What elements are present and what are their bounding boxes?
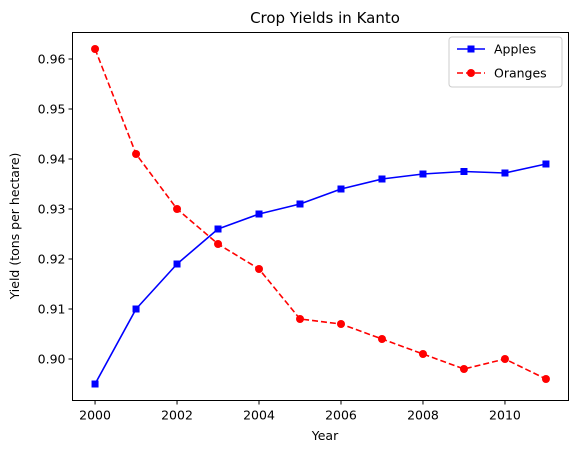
data-point-oranges: [132, 150, 141, 158]
y-tick-label: 0.91: [38, 302, 66, 317]
data-point-apples: [501, 169, 509, 177]
x-tick-label: 2002: [161, 408, 193, 423]
data-point-apples: [255, 210, 263, 218]
data-point-oranges: [214, 240, 223, 248]
data-point-oranges: [173, 205, 182, 213]
y-tick-label: 0.93: [38, 202, 66, 217]
data-point-apples: [132, 305, 140, 313]
legend-label-apples: Apples: [494, 42, 536, 57]
plot-frame: [72, 32, 569, 401]
data-point-oranges: [296, 315, 305, 323]
y-tick-label: 0.95: [38, 102, 66, 117]
x-tick-label: 2004: [243, 408, 275, 423]
legend-marker-oranges: [467, 69, 475, 77]
legend-label-oranges: Oranges: [494, 66, 547, 81]
data-point-oranges: [255, 265, 264, 273]
series-line-oranges: [94, 48, 547, 380]
data-point-apples: [337, 185, 345, 193]
data-point-oranges: [377, 335, 386, 343]
data-point-oranges: [500, 355, 509, 363]
y-axis-label: Yield (tons per hectare): [7, 153, 22, 301]
legend-marker-apples: [467, 45, 475, 53]
plot-area: 2000 2002 2004 2006 2008 2010 0.90 0.91 0.92 0.93…: [38, 45, 550, 423]
chart-title: Crop Yields in Kanto: [250, 9, 400, 27]
data-point-oranges: [459, 365, 468, 373]
x-tick-label: 2000: [79, 408, 111, 423]
data-point-apples: [542, 160, 550, 168]
y-tick-label: 0.94: [38, 152, 66, 167]
data-point-oranges: [541, 375, 550, 383]
x-tick-label: 2008: [407, 408, 439, 423]
series-line-apples: [94, 163, 547, 385]
data-point-apples: [378, 175, 386, 183]
data-point-apples: [91, 380, 99, 388]
x-axis-label: Year: [311, 428, 339, 443]
x-tick-label: 2010: [489, 408, 521, 423]
data-point-apples: [460, 168, 468, 175]
data-point-apples: [296, 200, 304, 208]
data-point-oranges: [336, 320, 345, 328]
x-tick-label: 2006: [325, 408, 357, 423]
data-point-oranges: [91, 45, 100, 53]
data-point-apples: [214, 225, 222, 233]
legend: Apples Oranges: [448, 36, 563, 88]
data-point-apples: [173, 260, 181, 268]
data-point-oranges: [418, 350, 427, 358]
data-point-apples: [419, 170, 427, 178]
y-tick-label: 0.96: [38, 52, 66, 67]
y-tick-label: 0.90: [38, 352, 66, 367]
y-tick-label: 0.92: [38, 252, 66, 267]
